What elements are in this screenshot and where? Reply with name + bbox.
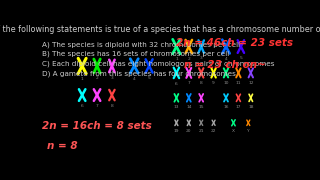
Text: 9: 9 [212,81,215,85]
Text: 4: 4 [225,57,228,61]
Text: 14: 14 [186,105,192,109]
Text: 6: 6 [175,82,178,86]
Text: C) Each diploid cell has eight homologous pairs of chromosomes: C) Each diploid cell has eight homologou… [43,60,275,67]
Text: 8: 8 [110,104,113,108]
Text: Y: Y [247,129,250,133]
Text: 3: 3 [110,76,113,80]
Text: 1: 1 [175,57,178,61]
Text: 2: 2 [188,57,190,61]
Text: Which of the following statements is true of a species that has a chromosome num: Which of the following statements is tru… [0,25,320,34]
Text: 17: 17 [236,105,241,109]
Text: 2n = 16ch = 8 sets: 2n = 16ch = 8 sets [43,121,152,131]
Text: 6: 6 [81,104,84,108]
Text: 22: 22 [211,129,216,133]
Text: 16: 16 [223,105,229,109]
Text: 8: 8 [200,81,203,85]
Text: 4: 4 [133,77,136,81]
Text: A) The species is diploid with 32 chromosomes per cell: A) The species is diploid with 32 chromo… [43,41,241,48]
Text: 20: 20 [186,129,192,133]
Text: n = 8: n = 8 [47,141,78,151]
Text: 5: 5 [239,56,242,60]
Text: D) A gamete from this species has four chromosomes: D) A gamete from this species has four c… [43,70,236,77]
Text: 19: 19 [174,129,179,133]
Text: 21: 21 [198,129,204,133]
Text: 5: 5 [148,76,150,80]
Text: 7: 7 [188,81,190,85]
Text: 3: 3 [200,56,203,60]
Text: 10: 10 [223,81,229,85]
Text: 2n = 46ch = 23 sets: 2n = 46ch = 23 sets [176,38,293,48]
Text: 2: 2 [96,76,99,80]
Text: X: X [232,129,235,133]
Text: 7: 7 [96,104,99,108]
Text: n = 23 ch on~: n = 23 ch on~ [184,60,266,70]
Text: B) The species has 16 sets of chromosomes per cell: B) The species has 16 sets of chromosome… [43,51,230,57]
Text: 1: 1 [81,77,84,81]
Text: 11: 11 [236,81,241,85]
Text: 12: 12 [248,81,253,85]
Text: 18: 18 [248,105,253,109]
Text: 13: 13 [174,105,179,109]
Text: 15: 15 [198,105,204,109]
